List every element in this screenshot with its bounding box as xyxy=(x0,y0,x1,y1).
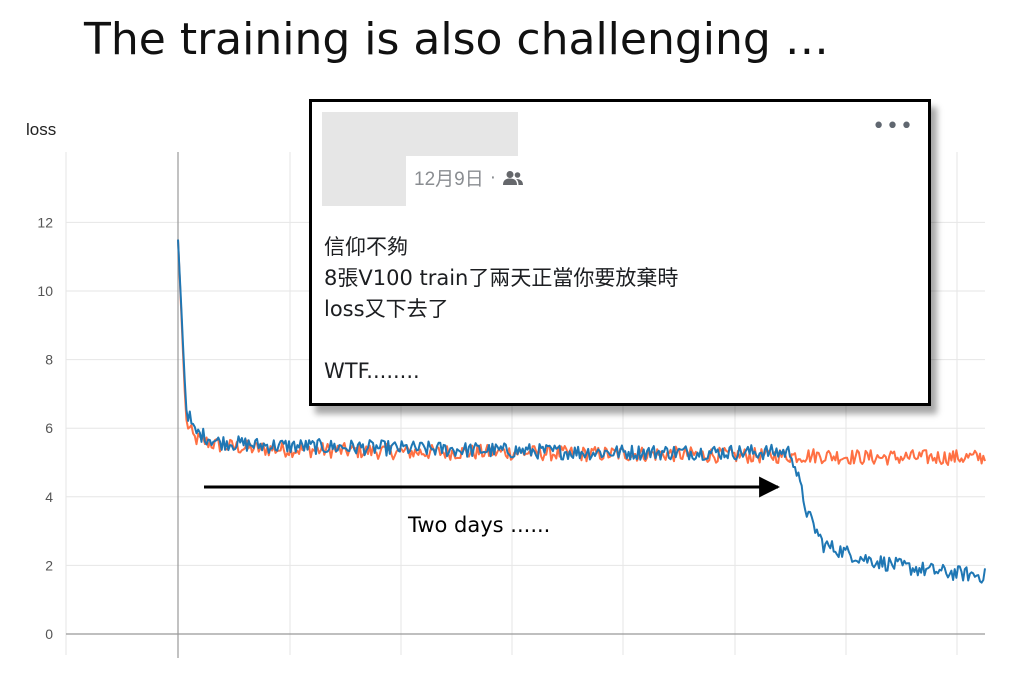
chart-title: loss xyxy=(26,120,56,139)
y-tick-label: 10 xyxy=(37,283,53,299)
more-icon[interactable]: ••• xyxy=(872,114,914,139)
post-line: 信仰不夠 xyxy=(324,235,408,259)
slide-title: The training is also challenging … xyxy=(84,14,829,65)
post-body: 信仰不夠 8張V100 train了兩天正當你要放棄時 loss又下去了 WTF… xyxy=(324,232,678,387)
annotation-two-days: Two days ...... xyxy=(407,513,550,537)
friends-icon xyxy=(503,170,524,185)
loss-series-line xyxy=(177,239,986,466)
facebook-post-card: 12月9日 · ••• 信仰不夠 8張V100 train了兩天正當你要放棄時 … xyxy=(309,99,931,406)
post-meta-separator: · xyxy=(489,166,497,188)
y-tick-label: 2 xyxy=(45,557,53,573)
y-tick-label: 4 xyxy=(45,489,53,505)
y-tick-label: 8 xyxy=(45,352,53,368)
redacted-user-name xyxy=(322,112,518,156)
redacted-avatar xyxy=(322,156,406,206)
y-tick-label: 12 xyxy=(37,214,53,230)
y-tick-label: 6 xyxy=(45,420,53,436)
y-tick-label: 0 xyxy=(45,626,53,642)
post-line: 8張V100 train了兩天正當你要放棄時 xyxy=(324,266,679,290)
chart-axes xyxy=(66,152,985,658)
post-line: WTF........ xyxy=(324,359,420,383)
post-meta: 12月9日 · xyxy=(414,164,524,191)
loss-series-line xyxy=(177,239,986,584)
post-line: loss又下去了 xyxy=(324,297,449,321)
post-line xyxy=(324,325,678,356)
post-date[interactable]: 12月9日 xyxy=(414,169,484,190)
